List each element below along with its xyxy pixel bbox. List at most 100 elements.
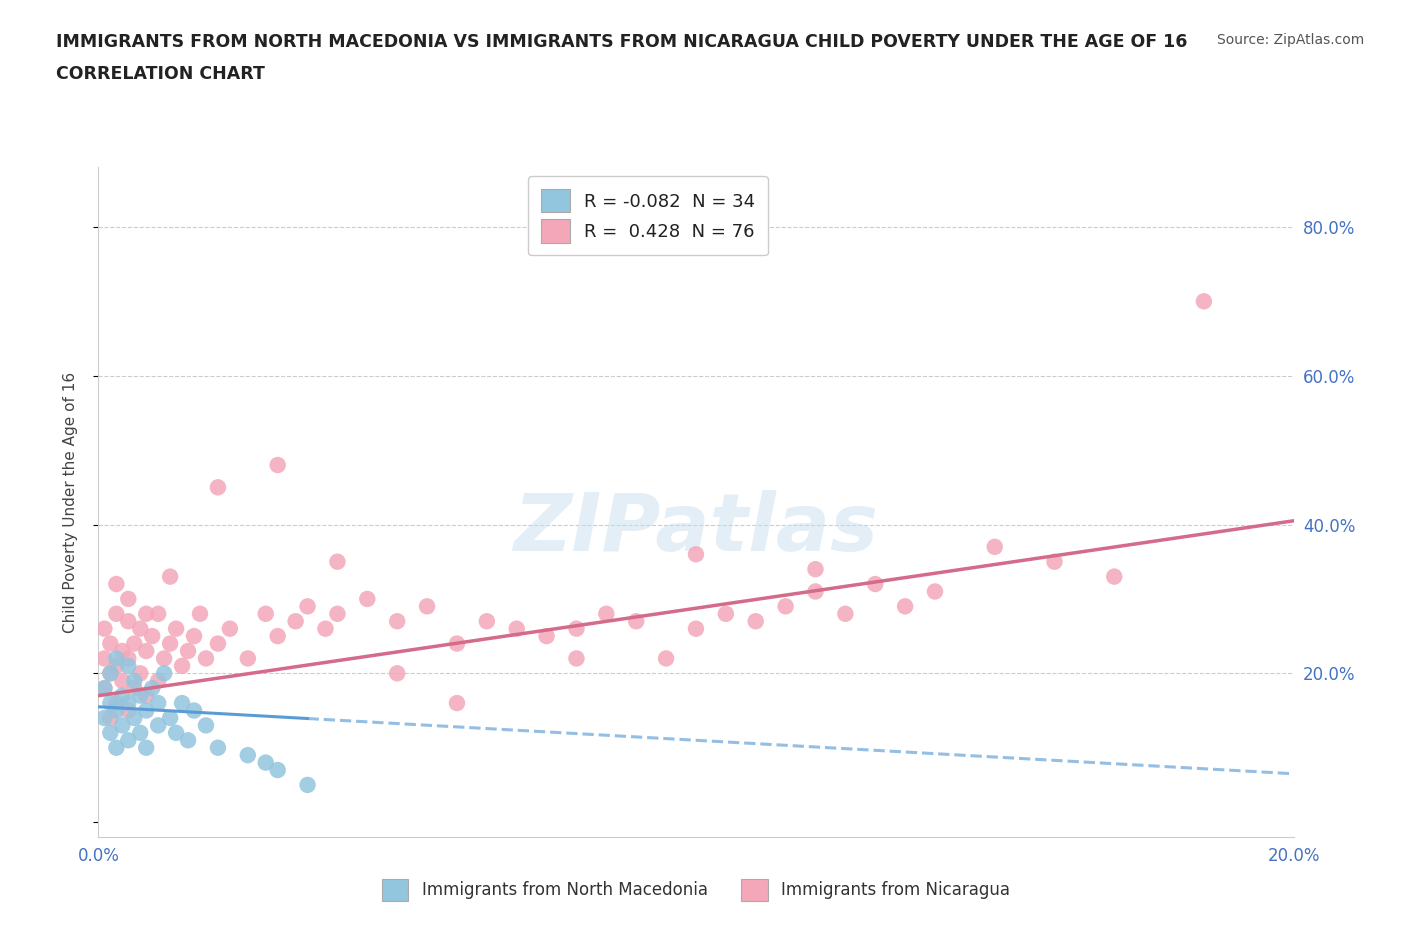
Point (536, 629, 558, 644)
Point (93, 651, 115, 666)
Point (834, 606, 856, 621)
Point (135, 703, 157, 718)
Point (105, 703, 128, 718)
Point (655, 651, 678, 666)
Point (385, 614, 409, 629)
Point (177, 644, 200, 658)
Point (984, 539, 1007, 554)
Point (117, 658, 139, 673)
Point (297, 777, 319, 792)
Point (297, 599, 319, 614)
Point (93, 681, 115, 696)
Point (105, 740, 128, 755)
Point (100, 666, 122, 681)
Point (315, 621, 337, 636)
Point (207, 480, 229, 495)
Point (100, 711, 122, 725)
Point (159, 569, 181, 584)
Point (100, 666, 122, 681)
Point (254, 606, 277, 621)
Point (207, 636, 229, 651)
Point (165, 621, 187, 636)
Point (475, 614, 498, 629)
Text: CORRELATION CHART: CORRELATION CHART (56, 65, 266, 83)
Point (105, 606, 128, 621)
Point (159, 711, 181, 725)
Point (100, 636, 122, 651)
Point (117, 703, 139, 718)
Point (135, 644, 157, 658)
Point (117, 733, 139, 748)
Point (135, 688, 157, 703)
Point (385, 666, 409, 681)
Point (254, 755, 277, 770)
Point (148, 606, 170, 621)
Point (105, 577, 128, 591)
Point (117, 614, 139, 629)
Point (93, 681, 115, 696)
Point (356, 591, 378, 606)
Point (124, 711, 146, 725)
Point (626, 614, 648, 629)
Point (141, 629, 163, 644)
Point (135, 740, 157, 755)
Point (93, 711, 115, 725)
Point (183, 629, 205, 644)
Point (183, 703, 205, 718)
Point (177, 733, 200, 748)
Point (894, 599, 917, 614)
Legend: Immigrants from North Macedonia, Immigrants from Nicaragua: Immigrants from North Macedonia, Immigra… (374, 870, 1018, 909)
Point (775, 599, 797, 614)
Point (267, 763, 290, 777)
Point (124, 636, 146, 651)
Point (326, 554, 349, 569)
Point (105, 658, 128, 673)
Point (685, 547, 707, 562)
Point (416, 599, 439, 614)
Point (124, 681, 146, 696)
Point (1104, 569, 1126, 584)
Point (236, 748, 259, 763)
Point (1043, 554, 1066, 569)
Point (714, 606, 737, 621)
Point (565, 651, 588, 666)
Point (1192, 294, 1215, 309)
Text: Source: ZipAtlas.com: Source: ZipAtlas.com (1216, 33, 1364, 46)
Point (326, 606, 349, 621)
Point (105, 651, 128, 666)
Point (565, 621, 588, 636)
Point (188, 606, 211, 621)
Point (236, 651, 259, 666)
Text: IMMIGRANTS FROM NORTH MACEDONIA VS IMMIGRANTS FROM NICARAGUA CHILD POVERTY UNDER: IMMIGRANTS FROM NORTH MACEDONIA VS IMMIG… (56, 33, 1188, 50)
Point (105, 696, 128, 711)
Point (153, 666, 176, 681)
Point (745, 614, 768, 629)
Point (100, 696, 122, 711)
Point (93, 621, 115, 636)
Point (595, 606, 617, 621)
Point (100, 725, 122, 740)
Y-axis label: Child Poverty Under the Age of 16: Child Poverty Under the Age of 16 (63, 372, 77, 632)
Point (129, 688, 152, 703)
Point (117, 591, 139, 606)
Point (924, 584, 946, 599)
Point (446, 636, 468, 651)
Point (195, 651, 218, 666)
Point (804, 584, 827, 599)
Point (111, 673, 134, 688)
Point (148, 673, 170, 688)
Point (159, 636, 181, 651)
Point (267, 458, 290, 472)
Point (153, 651, 176, 666)
Point (506, 621, 529, 636)
Point (207, 740, 229, 755)
Point (219, 621, 242, 636)
Point (267, 629, 290, 644)
Point (148, 718, 170, 733)
Point (172, 696, 194, 711)
Point (865, 577, 887, 591)
Point (195, 718, 218, 733)
Point (685, 621, 707, 636)
Point (124, 673, 146, 688)
Point (129, 666, 152, 681)
